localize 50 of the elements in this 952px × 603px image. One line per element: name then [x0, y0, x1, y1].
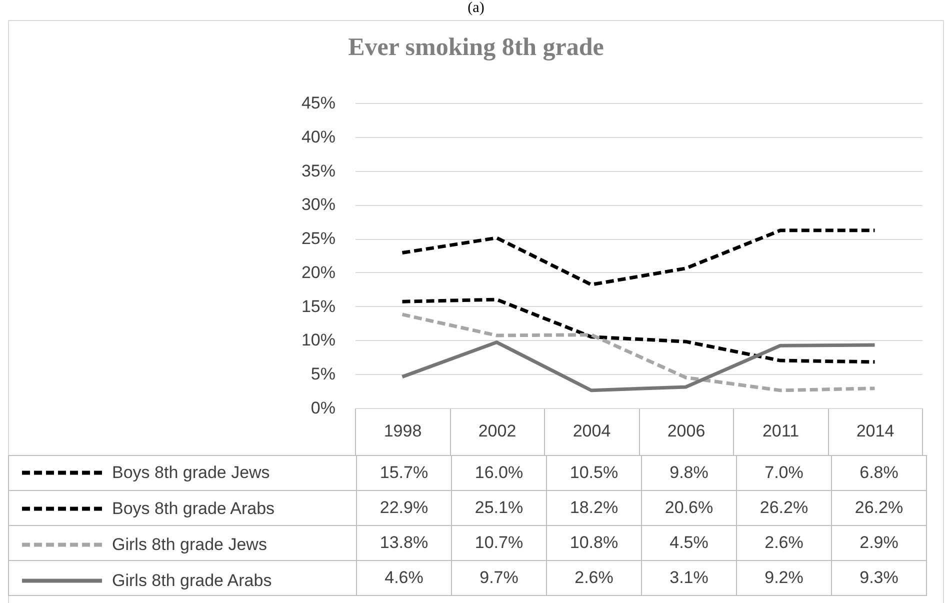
- data-label: 18.2%: [546, 490, 642, 526]
- data-label: 26.2%: [736, 490, 832, 526]
- data-label: 2.6%: [546, 560, 642, 596]
- data-label: 15.7%: [356, 456, 452, 490]
- data-label: 10.7%: [452, 526, 546, 560]
- x-tick-label: 2011: [762, 422, 800, 440]
- y-tick-label: 0%: [310, 398, 336, 418]
- x-tick-label: 2004: [572, 422, 611, 440]
- text: (a): [466, 0, 486, 17]
- data-label: 4.6%: [356, 560, 452, 596]
- line-series: [400, 340, 876, 392]
- data-label: 6.8%: [832, 456, 926, 490]
- data-label: 20.6%: [642, 490, 736, 526]
- y-tick-label: 5%: [310, 364, 336, 384]
- legend-label: Girls 8th grade Arabs: [112, 570, 272, 590]
- data-label: 2.6%: [736, 526, 832, 560]
- y-tick-label: 35%: [301, 161, 336, 180]
- data-label: 7.0%: [736, 456, 832, 490]
- y-tick-label: 25%: [301, 229, 336, 248]
- legend-label: Girls 8th grade Jews: [112, 534, 267, 554]
- data-label: 4.5%: [642, 526, 736, 560]
- y-tick-label: 15%: [301, 296, 336, 316]
- line-series: [400, 298, 876, 364]
- x-tick-label: 2014: [856, 422, 894, 440]
- data-label: 2.9%: [832, 526, 926, 560]
- y-tick-label: 20%: [301, 262, 336, 282]
- x-tick-label: 1998: [384, 422, 422, 440]
- y-tick-label: 40%: [301, 127, 336, 146]
- line-series: [400, 228, 876, 286]
- y-tick-label: 10%: [301, 330, 336, 350]
- data-label: 10.5%: [546, 456, 642, 490]
- line-series: [400, 312, 876, 392]
- chart-title: Ever smoking 8th grade: [347, 34, 605, 62]
- data-label: 9.7%: [452, 560, 546, 596]
- y-tick-label: 30%: [301, 195, 336, 214]
- data-label: 26.2%: [832, 490, 926, 526]
- data-label: 9.2%: [736, 560, 832, 596]
- x-tick-label: 2006: [667, 422, 706, 440]
- legend-label: Boys 8th grade Arabs: [112, 498, 275, 518]
- data-label: 9.3%: [832, 560, 926, 596]
- data-label: 10.8%: [546, 526, 642, 560]
- legend-label: Boys 8th grade Jews: [112, 462, 270, 482]
- data-label: 9.8%: [642, 456, 736, 490]
- y-tick-label: 45%: [301, 94, 336, 112]
- data-label: 22.9%: [356, 490, 452, 526]
- data-label: 16.0%: [452, 456, 546, 490]
- data-label: 13.8%: [356, 526, 452, 560]
- data-label: 3.1%: [642, 560, 736, 596]
- x-tick-label: 2002: [478, 422, 516, 440]
- data-label: 25.1%: [452, 490, 546, 526]
